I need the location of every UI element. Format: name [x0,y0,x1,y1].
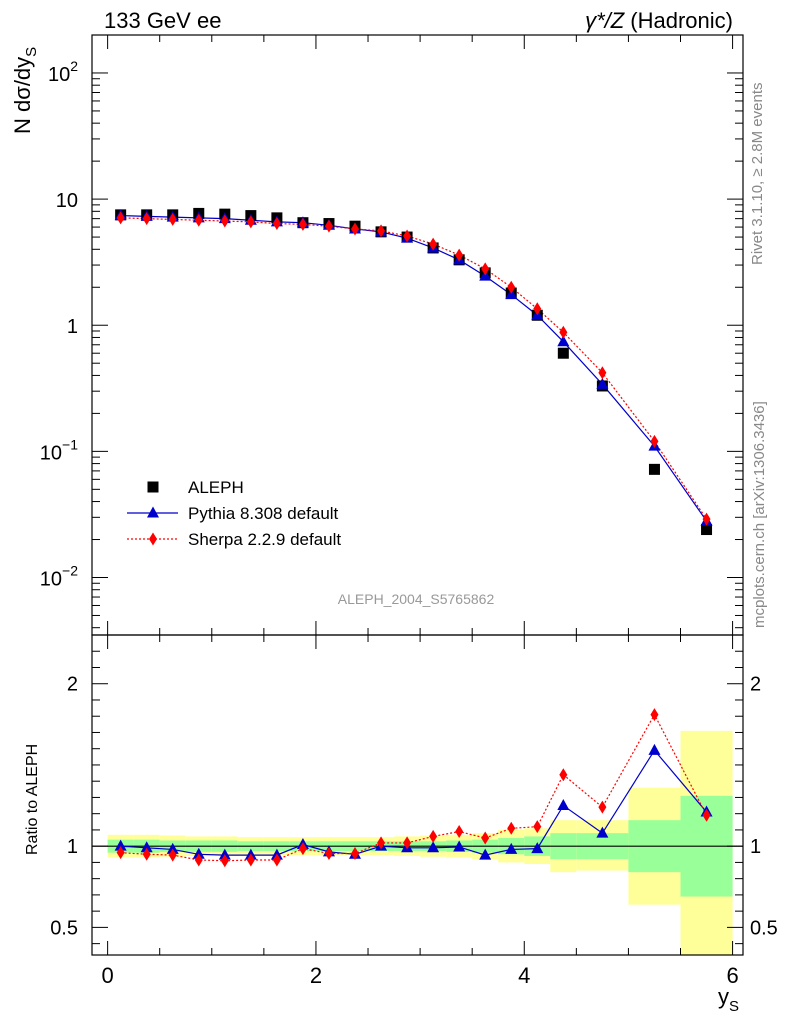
pythia-main-line [120,214,708,522]
sherpa-ratio-point [246,853,255,867]
sherpa-point [481,262,490,276]
sherpa-point [377,224,386,238]
legend-marker-aleph [147,481,159,493]
pythia-point [557,335,570,347]
pythia-ratio-point [557,799,570,811]
sherpa-point [598,366,607,380]
legend: ALEPH Pythia 8.308 default Sherpa 2.2.9 de… [127,478,341,549]
main-axis-ticks: 10−2 10−1 1 10 102 [40,34,743,635]
sherpa-ratio-point [298,842,307,856]
sherpa-point [142,212,151,226]
sherpa-ratio-point [403,836,412,850]
main-y-axis-title: N dσ/dyS [10,47,40,134]
x-axis-title: yS [718,984,739,1015]
pythia-ratio-point [140,841,153,853]
pythia-ratio-point [192,847,205,859]
sherpa-point [194,213,203,227]
aleph-point [701,524,713,536]
sherpa-point [220,214,229,228]
ratio-y-axis-title: Ratio to ALEPH [24,744,41,855]
sherpa-ratio-point [324,846,333,860]
sherpa-ratio-point [559,768,568,782]
legend-label-aleph: ALEPH [188,478,244,497]
sherpa-point [559,325,568,339]
main-y-tick-label: 10−1 [40,436,78,464]
ratio-uncertainty-bands [107,730,733,955]
x-tick-label: 6 [726,963,738,988]
sherpa-point [702,512,711,526]
aleph-point [648,463,660,475]
ratio-y-tick-label-left: 0.5 [50,917,78,939]
sherpa-point [116,211,125,225]
pythia-ratio-point [531,842,544,854]
legend-marker-pythia [147,506,159,518]
main-y-tick-label: 1 [67,316,78,338]
x-tick-label: 2 [310,963,322,988]
pythia-ratio-point [648,743,661,755]
pythia-ratio-point [166,842,179,854]
pythia-ratio-point [453,840,466,852]
main-y-tick-label: 10−2 [40,562,78,590]
sherpa-ratio-point [377,836,386,850]
legend-label-pythia: Pythia 8.308 default [188,504,339,523]
ratio-y-tick-label-right: 1 [750,836,761,858]
energy-label: 133 GeV ee [104,8,221,33]
sherpa-point [650,434,659,448]
pythia-ratio-point [479,848,492,860]
sherpa-ratio-point [429,829,438,843]
sherpa-point [455,248,464,262]
ratio-axis-ticks: 0 2 4 6 0.5 0.5 1 1 2 2 [50,635,778,988]
sherpa-ratio-point [142,847,151,861]
sherpa-point [429,237,438,251]
sherpa-point [298,217,307,231]
sherpa-point [533,302,542,316]
mcplots-reference-label: mcplots.cern.ch [arXiv:1306.3436] [751,401,768,628]
sherpa-ratio-point [455,825,464,839]
legend-marker-sherpa [149,532,157,546]
sherpa-ratio-point [168,848,177,862]
main-series-layer [114,207,713,536]
pythia-ratio-point [505,842,518,854]
sherpa-ratio-point [507,821,516,835]
sherpa-ratio-point [481,831,490,845]
sherpa-point [351,222,360,236]
sherpa-point [507,280,516,294]
process-label: γ*/Z (Hadronic) [585,8,733,33]
sherpa-ratio-point [272,853,281,867]
pythia-ratio-point [114,839,127,851]
ratio-y-tick-label-left: 2 [67,674,78,696]
x-tick-label: 4 [518,963,530,988]
rivet-version-label: Rivet 3.1.10, ≥ 2.8M events [749,83,766,266]
legend-label-sherpa: Sherpa 2.2.9 default [188,530,341,549]
sherpa-point [272,217,281,231]
sherpa-point [403,229,412,243]
sherpa-ratio-point [598,800,607,814]
sherpa-point [168,212,177,226]
main-y-tick-label: 102 [48,58,78,86]
sherpa-point [246,215,255,229]
ratio-y-tick-label-right: 2 [750,674,761,696]
sherpa-ratio-point [351,846,360,860]
ratio-series-layer [114,708,713,868]
sherpa-ratio-point [116,846,125,860]
ratio-plot-frame [91,634,744,956]
sherpa-ratio-point [194,853,203,867]
sherpa-main-line [120,217,708,520]
pythia-ratio-point [427,841,440,853]
pythia-point [596,377,609,389]
aleph-point [557,347,569,359]
pythia-ratio-point [218,848,231,860]
sherpa-ratio-point [702,808,711,822]
pythia-ratio-point [596,826,609,838]
sherpa-ratio-point [650,708,659,722]
sherpa-ratio-point [220,854,229,868]
sherpa-point [324,219,333,233]
main-y-tick-label: 10 [56,190,78,212]
ratio-y-tick-label-left: 1 [67,836,78,858]
x-tick-label: 0 [101,963,113,988]
sherpa-ratio-point [533,820,542,834]
analysis-id-label: ALEPH_2004_S5765862 [338,591,495,607]
ratio-y-tick-label-right: 0.5 [750,917,778,939]
